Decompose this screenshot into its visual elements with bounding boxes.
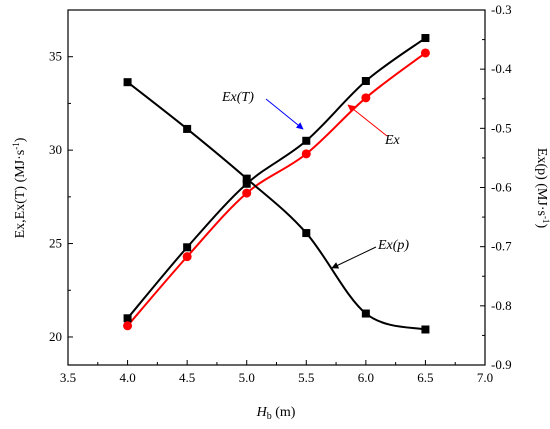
annotation-ex-p-arrow — [331, 246, 377, 269]
annotation-ex-t: Ex(T) — [221, 90, 254, 105]
data-point-ex-p — [361, 309, 370, 318]
data-point-ex — [420, 48, 430, 58]
data-point-ex-t — [302, 136, 311, 145]
x-tick-label: 6.0 — [358, 370, 374, 385]
data-point-ex — [123, 321, 133, 331]
right-tick-label: -0.4 — [491, 61, 512, 76]
data-point-ex-p — [421, 325, 430, 334]
data-point-ex-t — [242, 179, 251, 188]
markers — [123, 34, 430, 334]
plot-frame — [67, 9, 486, 366]
data-point-ex-t — [183, 243, 192, 252]
data-point-ex-t — [361, 77, 370, 85]
left-tick-label: 35 — [49, 49, 62, 64]
right-tick-label: -0.7 — [491, 239, 512, 254]
data-point-ex-p — [183, 124, 192, 133]
data-point-ex — [242, 188, 252, 198]
left-tick-label: 30 — [49, 142, 62, 157]
left-axis-title: Ex,Ex(T) (MJ·s-1) — [11, 137, 28, 238]
x-tick-label: 6.5 — [417, 370, 433, 385]
x-tick-label: 5.5 — [298, 370, 314, 385]
series-line-ex-t — [126, 37, 427, 319]
right-tick-label: -0.6 — [491, 180, 512, 195]
data-point-ex — [301, 149, 311, 159]
data-point-ex — [361, 93, 371, 103]
annotation-ex-t-arrow — [265, 98, 304, 130]
ticks: 3.5 4.0 4.5 5.0 5.5 6.0 6.5 7.0 20 25 30 35 -0.9 -0.8… — [49, 2, 512, 385]
annotation-ex-arrow — [347, 104, 388, 137]
x-tick-label: 3.5 — [60, 370, 76, 385]
series-line-ex — [126, 52, 427, 327]
x-tick-label: 7.0 — [477, 370, 493, 385]
left-tick-label: 20 — [49, 329, 62, 344]
right-tick-label: -0.5 — [491, 120, 512, 135]
data-point-ex-p — [302, 229, 311, 238]
data-point-ex-t — [123, 314, 132, 323]
x-tick-label: 5.0 — [239, 370, 255, 385]
annotation-ex-p: Ex(p) — [377, 238, 409, 253]
right-axis-title: Ex(p) (MJ·s-1) — [534, 148, 550, 229]
left-tick-label: 25 — [49, 236, 62, 251]
x-tick-label: 4.0 — [119, 370, 135, 385]
data-point-ex-t — [421, 34, 430, 43]
data-point-ex — [182, 252, 192, 262]
annotation-ex: Ex — [384, 133, 401, 148]
curves — [126, 37, 427, 331]
x-axis-title: Hb (m) — [256, 405, 296, 422]
right-tick-label: -0.8 — [491, 298, 512, 313]
data-point-ex-p — [123, 78, 132, 87]
x-tick-label: 4.5 — [179, 370, 195, 385]
right-tick-label: -0.9 — [491, 357, 512, 372]
right-tick-label: -0.3 — [491, 2, 512, 17]
series-line-ex-p — [126, 81, 426, 331]
data-point-ex-p — [242, 174, 251, 183]
